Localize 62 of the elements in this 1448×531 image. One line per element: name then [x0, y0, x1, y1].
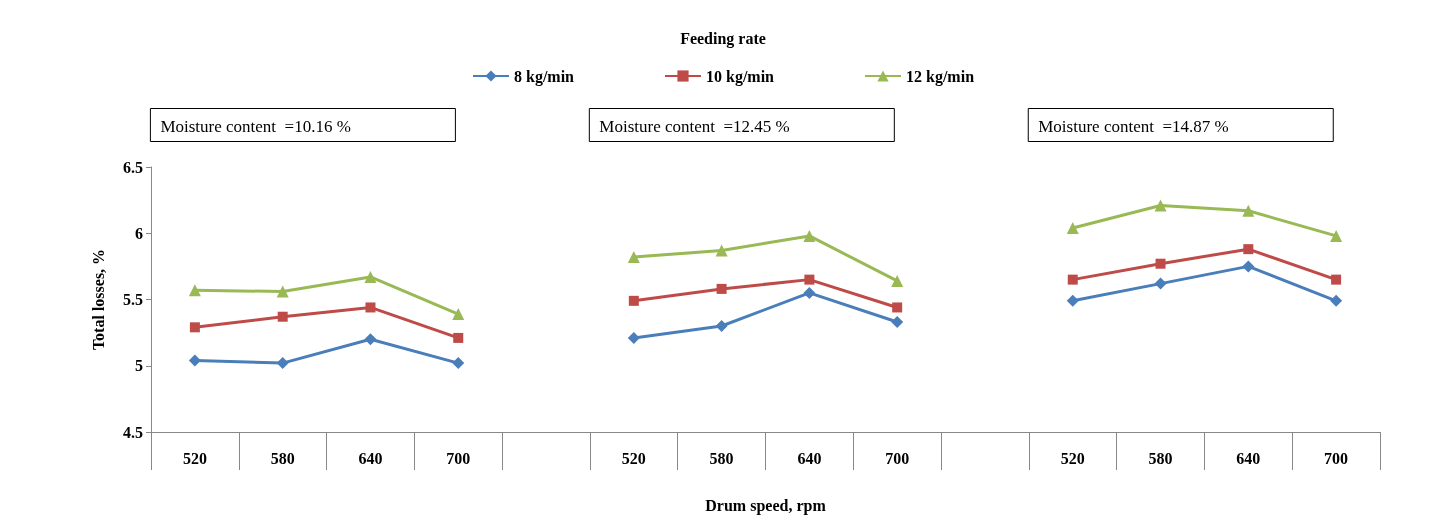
point — [1243, 244, 1254, 255]
point — [1331, 274, 1342, 285]
point — [1330, 229, 1343, 242]
x-tick-label: 580 — [270, 449, 295, 467]
y-tick-label: 6 — [135, 224, 143, 242]
y-tick-label: 5 — [135, 357, 143, 375]
point — [452, 357, 465, 370]
x-tick-label: 520 — [1060, 449, 1085, 467]
point — [1242, 204, 1255, 217]
point — [1242, 260, 1255, 273]
point — [277, 311, 288, 322]
y-tick-label: 5.5 — [123, 291, 143, 308]
point — [628, 295, 639, 306]
point — [1154, 277, 1167, 290]
point — [627, 331, 640, 344]
legend-label: 10 kg/min — [705, 67, 775, 86]
x-tick-label: 580 — [709, 449, 734, 467]
x-tick-label: 700 — [1324, 449, 1349, 467]
x-tick-label: 520 — [621, 449, 646, 467]
point — [892, 302, 903, 313]
point — [715, 320, 728, 332]
point — [188, 354, 201, 367]
text: Moisture content =14.87 % — [1038, 116, 1229, 136]
point — [189, 322, 200, 333]
x-tick-label: 700 — [446, 449, 471, 467]
y-tick-label: 6.5 — [123, 158, 143, 176]
point — [1154, 199, 1167, 212]
point — [1067, 274, 1078, 285]
point — [1066, 221, 1079, 234]
point — [1155, 258, 1166, 269]
text: Moisture content =12.45 % — [599, 116, 790, 136]
point — [716, 283, 727, 294]
y-axis-title: Total losses, % — [89, 248, 107, 351]
point — [364, 333, 377, 346]
point — [452, 308, 465, 321]
y-tick-label: 4.5 — [123, 423, 143, 441]
legend-label: 12 kg/min — [906, 67, 975, 86]
point — [365, 302, 376, 313]
point — [1330, 294, 1343, 307]
x-tick-label: 640 — [797, 449, 822, 467]
point — [803, 229, 816, 242]
point — [1066, 294, 1079, 307]
x-axis-title: Drum speed, rpm — [705, 496, 827, 515]
legend-label: 8 kg/min — [513, 67, 575, 86]
text: Moisture content =10.16 % — [160, 116, 351, 136]
point — [364, 270, 377, 283]
point — [276, 357, 289, 370]
point — [627, 251, 640, 264]
x-tick-label: 700 — [885, 449, 910, 467]
x-tick-label: 640 — [358, 449, 383, 467]
point — [453, 332, 464, 343]
point — [188, 284, 201, 297]
x-tick-label: 520 — [182, 449, 207, 467]
legend-title: Feeding rate — [680, 29, 766, 48]
point — [803, 286, 816, 299]
point — [715, 244, 728, 257]
point — [891, 316, 904, 329]
x-tick-label: 640 — [1236, 449, 1261, 467]
point — [276, 285, 289, 298]
point — [891, 274, 904, 287]
x-tick-label: 580 — [1148, 449, 1173, 467]
point — [804, 274, 815, 285]
